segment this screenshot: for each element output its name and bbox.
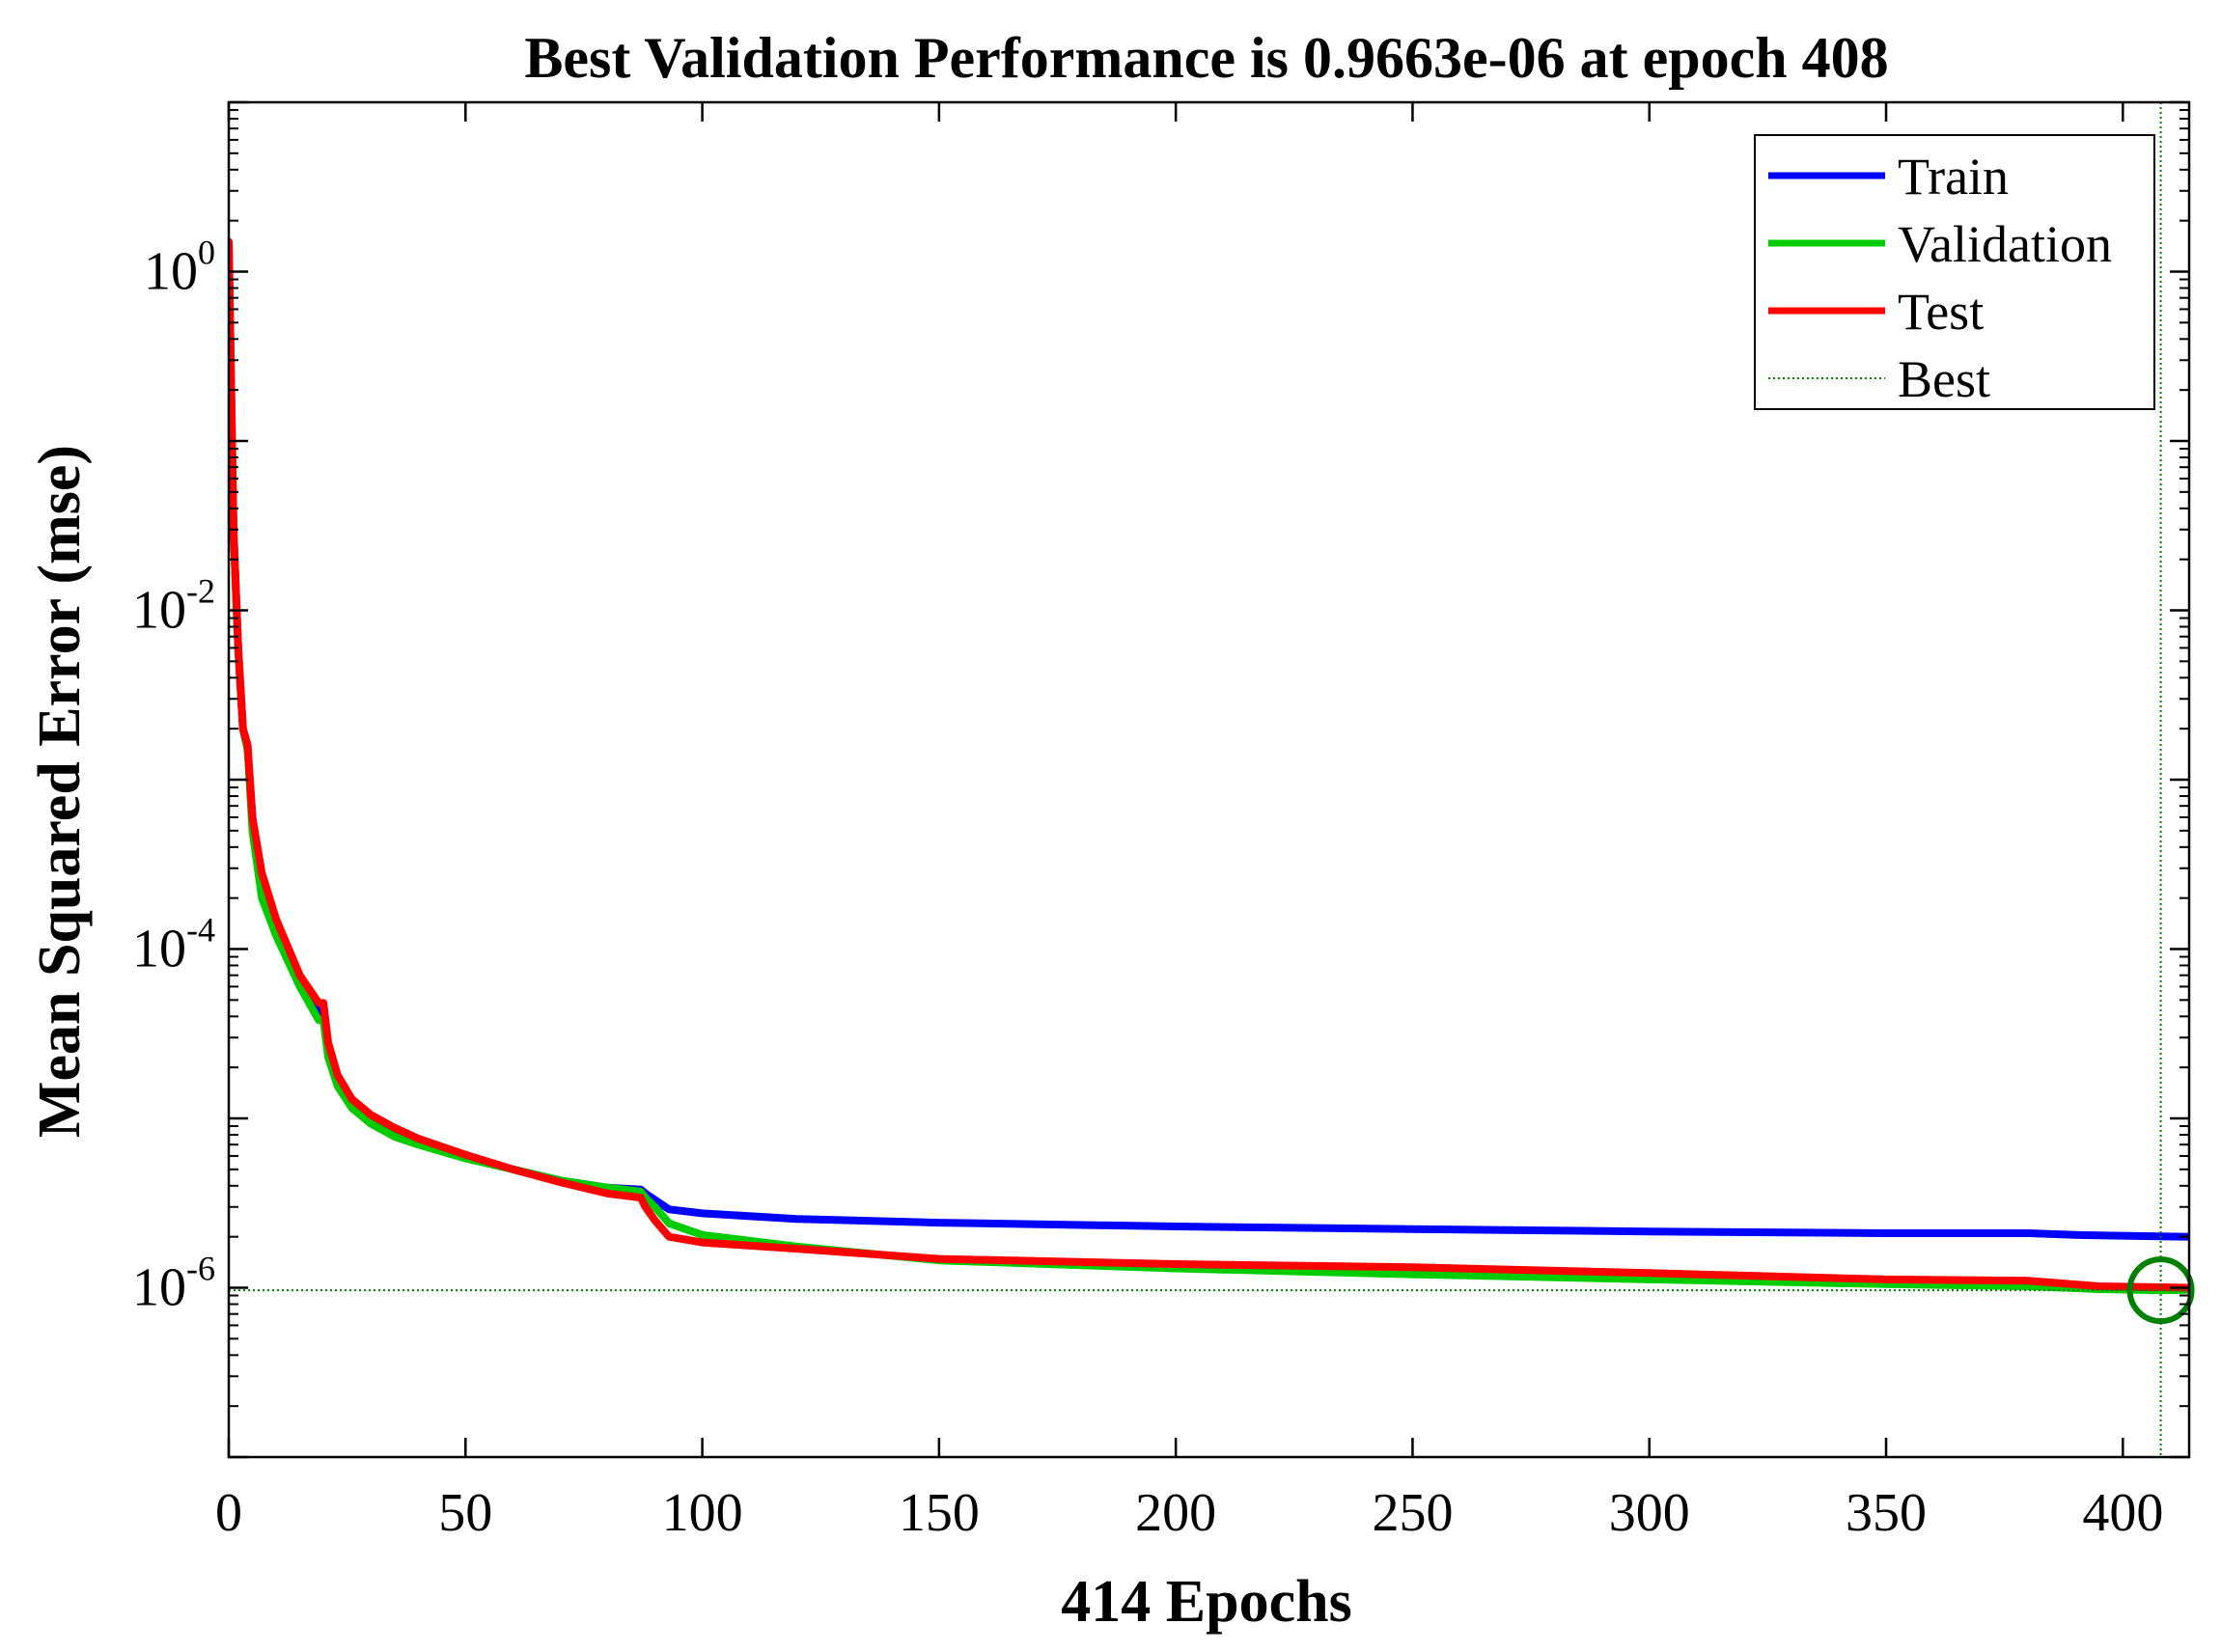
y-tick-label: 10-6 <box>132 1250 215 1318</box>
legend: Train Validation Test Best <box>1754 134 2155 410</box>
y-tick-base: 10 <box>144 242 198 302</box>
legend-label-validation: Validation <box>1898 215 2112 273</box>
y-tick-exponent: -4 <box>186 911 215 950</box>
y-tick-exponent: -2 <box>186 572 215 611</box>
chart-title: Best Validation Performance is 0.9663e-0… <box>524 26 1888 90</box>
x-tick-label: 300 <box>1609 1483 1690 1543</box>
x-tick-label: 150 <box>899 1483 980 1543</box>
series-lines <box>229 237 2189 1295</box>
y-tick-base: 10 <box>132 581 186 641</box>
legend-label-best: Best <box>1898 350 1990 408</box>
x-axis-label: 414 Epochs <box>1061 1569 1351 1635</box>
x-tick-label: 250 <box>1372 1483 1453 1543</box>
x-tick-label: 100 <box>662 1483 743 1543</box>
y-tick-label: 10-4 <box>132 911 215 979</box>
legend-label-train: Train <box>1898 148 2009 206</box>
x-tick-label: 200 <box>1135 1483 1216 1543</box>
legend-box <box>1754 134 2155 410</box>
best-marker-circle <box>2126 1256 2195 1325</box>
x-tick-label: 400 <box>2082 1483 2163 1543</box>
y-tick-base: 10 <box>132 920 186 979</box>
y-tick-label: 10-2 <box>132 572 215 641</box>
y-tick-base: 10 <box>132 1258 186 1318</box>
x-tick-label: 50 <box>438 1483 492 1543</box>
x-tick-label: 350 <box>1846 1483 1927 1543</box>
best-markers <box>229 102 2195 1457</box>
y-tick-label: 100 <box>144 234 215 302</box>
series-line-test <box>229 237 2189 1292</box>
y-tick-exponent: 0 <box>198 234 215 272</box>
y-axis-label: Mean Squared Error (mse) <box>27 445 93 1138</box>
legend-label-test: Test <box>1898 283 1984 341</box>
y-tick-exponent: -6 <box>186 1250 215 1288</box>
x-tick-label: 0 <box>215 1483 242 1543</box>
